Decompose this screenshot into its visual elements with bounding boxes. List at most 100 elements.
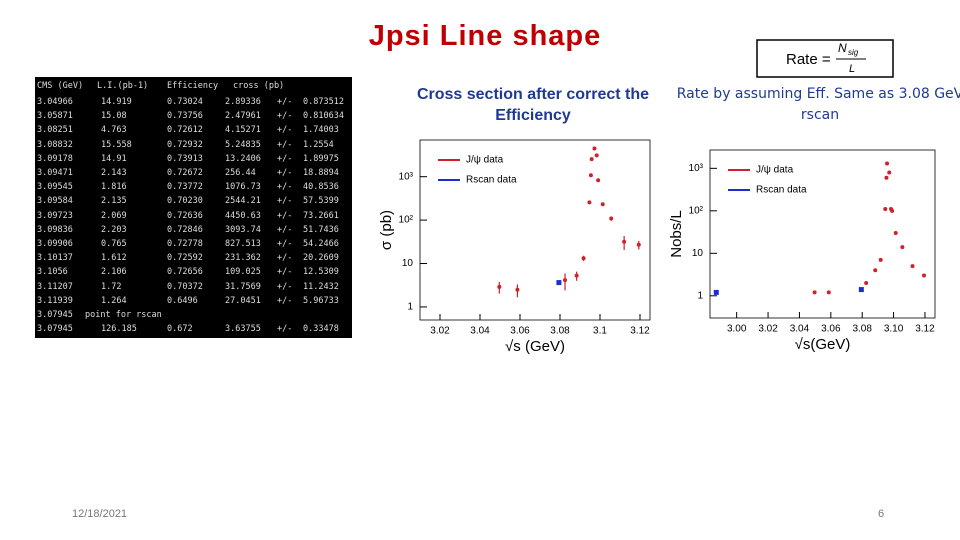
table-cell: 13.2406 bbox=[225, 153, 261, 164]
table-header: CMS (GeV) bbox=[37, 81, 84, 91]
data-point bbox=[588, 173, 593, 178]
table-cell: 0.73756 bbox=[167, 111, 203, 122]
data-point bbox=[873, 268, 878, 273]
table-cell: 2.143 bbox=[101, 168, 127, 178]
x-tick-label: 3.12 bbox=[630, 326, 650, 337]
table-cell: +/- bbox=[277, 125, 293, 136]
x-tick-label: 3.08 bbox=[550, 326, 570, 337]
table-cell: 0.72656 bbox=[167, 267, 203, 278]
table-cell: 0.72636 bbox=[167, 210, 203, 221]
y-tick-label: 10³ bbox=[399, 171, 414, 182]
table-cell: 0.72612 bbox=[167, 125, 203, 136]
data-point bbox=[600, 202, 605, 207]
table-cell: 12.5309 bbox=[303, 267, 339, 278]
page-number: 6 bbox=[878, 508, 885, 520]
data-point bbox=[587, 200, 592, 205]
formula-lhs: Rate = bbox=[786, 51, 831, 68]
table-cell: 3.04966 bbox=[37, 97, 73, 107]
legend-label: J/ψ data bbox=[466, 155, 504, 166]
table-cell: 2.069 bbox=[101, 210, 127, 221]
table-cell: 51.7436 bbox=[303, 224, 339, 235]
table-cell: 3.10137 bbox=[37, 253, 73, 264]
table-cell: +/- bbox=[277, 210, 293, 221]
table-cell: 3.09584 bbox=[37, 196, 73, 207]
table-cell: 0.72932 bbox=[167, 139, 203, 150]
data-point bbox=[589, 157, 594, 162]
plot-frame bbox=[419, 139, 651, 321]
table-cell: 3.1056 bbox=[37, 267, 68, 278]
table-cell: 3.09545 bbox=[37, 182, 73, 193]
table-cell: 0.73913 bbox=[167, 153, 203, 164]
table-cell: 4450.63 bbox=[225, 210, 261, 221]
table-cell: 1.72 bbox=[101, 281, 122, 292]
table-cell: 40.8536 bbox=[303, 182, 339, 193]
data-point bbox=[878, 257, 883, 262]
table-cell: +/- bbox=[277, 196, 293, 207]
x-tick-label: 3.06 bbox=[510, 326, 530, 337]
data-point bbox=[581, 256, 586, 261]
table-cell: 0.765 bbox=[101, 239, 127, 249]
data-point bbox=[497, 284, 502, 289]
data-point bbox=[609, 216, 614, 221]
data-point bbox=[883, 207, 888, 212]
table-cell: 31.7569 bbox=[225, 281, 261, 292]
table-cell: 73.2661 bbox=[303, 210, 339, 221]
table-cell: 3.09906 bbox=[37, 239, 73, 249]
data-point bbox=[713, 289, 719, 295]
table-cell: +/- bbox=[277, 295, 293, 306]
x-tick-label: 3.00 bbox=[727, 324, 747, 335]
x-tick-label: 3.04 bbox=[790, 324, 810, 335]
legend-label: J/ψ data bbox=[756, 165, 794, 176]
x-tick-label: 3.02 bbox=[430, 326, 450, 337]
table-cell: 57.5399 bbox=[303, 196, 339, 207]
table-cell: +/- bbox=[277, 111, 293, 122]
table-cell: 3.08832 bbox=[37, 139, 73, 150]
data-point bbox=[910, 264, 915, 269]
table-cell: 4.15271 bbox=[225, 125, 261, 136]
table-cell: +/- bbox=[277, 168, 293, 178]
data-point bbox=[887, 170, 892, 175]
table-cell: +/- bbox=[277, 267, 293, 278]
data-point bbox=[556, 280, 562, 286]
table-cell: 18.8894 bbox=[303, 168, 339, 178]
table-cell: 2.47961 bbox=[225, 111, 261, 122]
table-cell: 1.2554 bbox=[303, 139, 334, 150]
table-cell: 3093.74 bbox=[225, 224, 261, 235]
table-cell: 2.89336 bbox=[225, 97, 261, 107]
table-cell: 20.2609 bbox=[303, 253, 339, 264]
table-cell: 1.89975 bbox=[303, 153, 339, 164]
data-point bbox=[890, 208, 895, 213]
x-tick-label: 3.06 bbox=[821, 324, 841, 335]
data-point bbox=[636, 242, 641, 247]
table-cell: 109.025 bbox=[225, 267, 261, 278]
table-cell: 5.96733 bbox=[303, 295, 339, 306]
table-cell: 2.106 bbox=[101, 267, 127, 278]
formula-numerator: N bbox=[838, 41, 847, 55]
table-cell: 827.513 bbox=[225, 239, 261, 249]
table-cell: 14.91 bbox=[101, 153, 127, 164]
table-cell: 54.2466 bbox=[303, 239, 339, 249]
table-cell: +/- bbox=[277, 153, 293, 164]
data-point bbox=[622, 239, 627, 244]
table-cell: +/- bbox=[277, 224, 293, 235]
table-cell: +/- bbox=[277, 324, 293, 335]
y-tick-label: 10² bbox=[689, 205, 704, 216]
table-cell: 231.362 bbox=[225, 253, 261, 264]
y-axis-label: σ (pb) bbox=[378, 210, 395, 250]
table-cell: 3.09836 bbox=[37, 224, 73, 235]
table-cell: 3.09471 bbox=[37, 168, 73, 178]
formula-subscript: sig bbox=[848, 48, 859, 57]
x-tick-label: 3.12 bbox=[915, 324, 935, 335]
data-point bbox=[893, 231, 898, 236]
table-cell: +/- bbox=[277, 239, 293, 249]
table-cell: 0.72846 bbox=[167, 224, 203, 235]
table-cell: 1.816 bbox=[101, 182, 127, 193]
data-point bbox=[922, 273, 927, 278]
terminal-table: CMS (GeV) L.I.(pb-1) Efficiency cross (pb) 3… bbox=[35, 77, 352, 338]
table-cell: 0.70372 bbox=[167, 281, 203, 292]
y-tick-label: 10 bbox=[692, 248, 704, 259]
table-cell: 2544.21 bbox=[225, 196, 261, 207]
table-cell: 0.72672 bbox=[167, 168, 203, 178]
table-cell: 0.6496 bbox=[167, 295, 198, 306]
